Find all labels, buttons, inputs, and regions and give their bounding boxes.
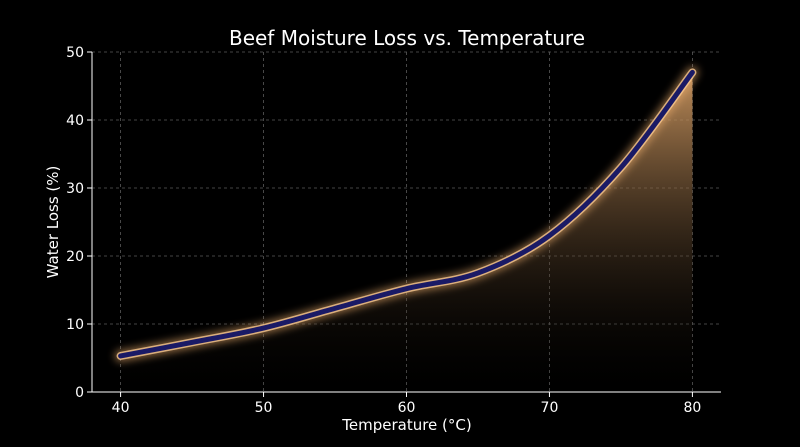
x-tick-label: 50 <box>255 400 273 416</box>
y-tick-label: 0 <box>75 385 84 401</box>
series-line <box>118 69 695 359</box>
x-tick-label: 40 <box>112 400 130 416</box>
area-fill <box>120 72 693 393</box>
x-axis-label: Temperature (°C) <box>341 416 471 434</box>
y-tick-label: 30 <box>66 181 84 197</box>
chart-title: Beef Moisture Loss vs. Temperature <box>229 26 585 50</box>
x-tick-label: 80 <box>683 400 701 416</box>
x-tick-label: 60 <box>398 400 416 416</box>
axes <box>87 51 721 397</box>
tick-labels: 40 50 60 70 80 0 10 20 30 40 50 <box>66 45 701 416</box>
y-tick-label: 50 <box>66 45 84 61</box>
x-tick-label: 70 <box>541 400 559 416</box>
y-tick-label: 20 <box>66 249 84 265</box>
y-tick-label: 40 <box>66 113 84 129</box>
y-tick-label: 10 <box>66 317 84 333</box>
y-axis-label: Water Loss (%) <box>44 166 62 279</box>
